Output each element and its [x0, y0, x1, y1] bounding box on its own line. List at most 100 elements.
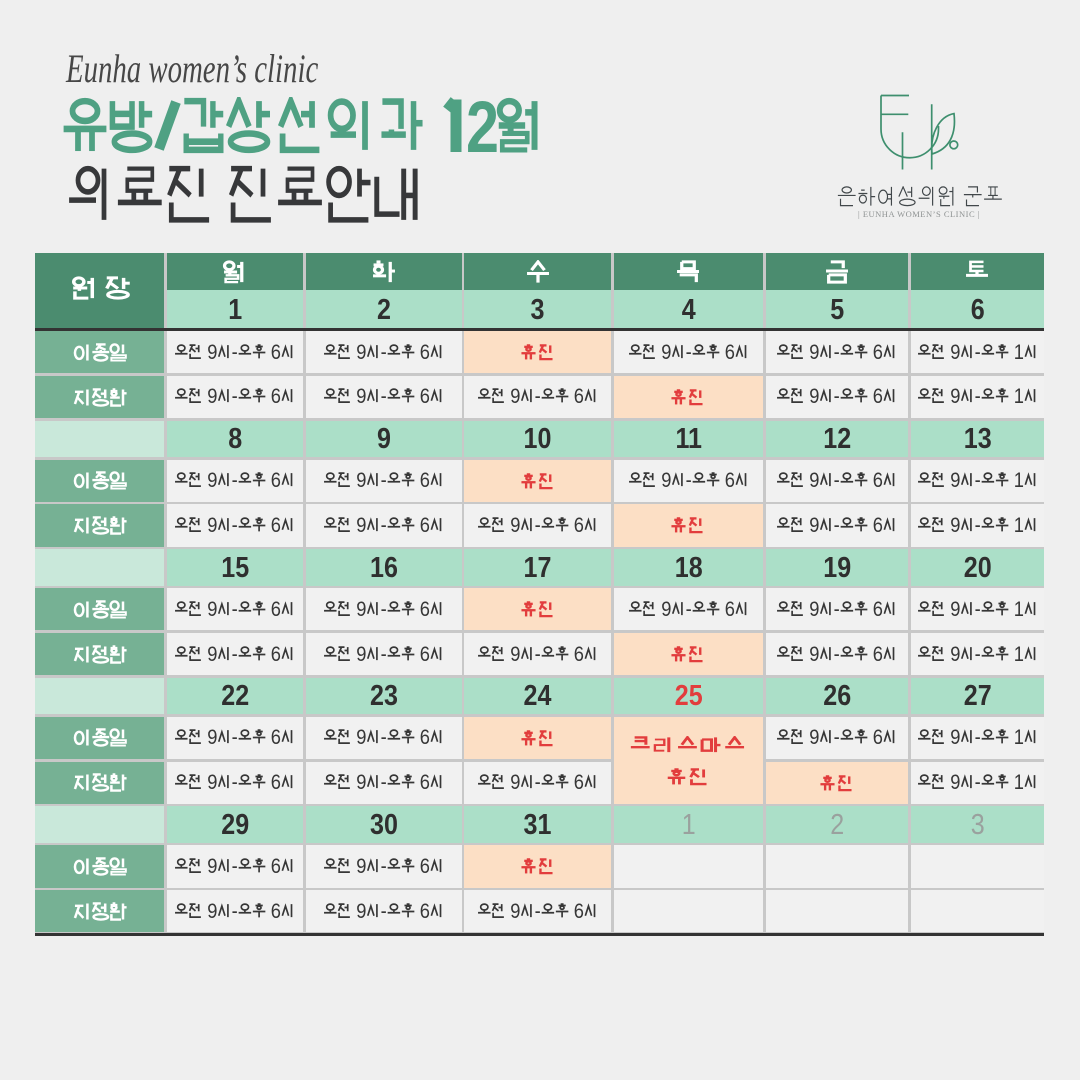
svg-text:9: 9 [207, 597, 217, 621]
svg-text:6: 6 [420, 770, 430, 794]
svg-text:9: 9 [950, 385, 960, 409]
svg-text:6: 6 [271, 597, 281, 621]
svg-text:-: - [380, 642, 386, 666]
svg-text:9: 9 [207, 513, 217, 537]
svg-text:-: - [232, 899, 238, 923]
svg-text:6: 6 [420, 899, 430, 923]
svg-text:9: 9 [809, 725, 819, 749]
svg-text:-: - [685, 597, 691, 621]
svg-text:9: 9 [356, 385, 366, 409]
svg-text:6: 6 [271, 385, 281, 409]
svg-text:9: 9 [207, 725, 217, 749]
svg-text:-: - [974, 725, 980, 749]
svg-text:-: - [380, 597, 386, 621]
svg-text:-: - [834, 340, 840, 364]
svg-text:1: 1 [1013, 770, 1023, 794]
svg-text:-: - [974, 340, 980, 364]
svg-text:-: - [232, 513, 238, 537]
svg-text:-: - [380, 770, 386, 794]
svg-text:9: 9 [207, 770, 217, 794]
svg-text:9: 9 [207, 899, 217, 923]
svg-text:6: 6 [420, 725, 430, 749]
svg-text:9: 9 [207, 468, 217, 492]
svg-text:9: 9 [809, 468, 819, 492]
svg-text:-: - [834, 513, 840, 537]
svg-text:-: - [232, 770, 238, 794]
svg-text:-: - [974, 385, 980, 409]
svg-text:1: 1 [1013, 385, 1023, 409]
svg-text:-: - [380, 385, 386, 409]
svg-text:6: 6 [420, 468, 430, 492]
svg-text:-: - [232, 385, 238, 409]
svg-text:-: - [232, 642, 238, 666]
svg-text:6: 6 [873, 725, 883, 749]
svg-text:9: 9 [356, 725, 366, 749]
svg-text:6: 6 [420, 597, 430, 621]
svg-text:6: 6 [420, 513, 430, 537]
svg-text:9: 9 [356, 770, 366, 794]
svg-text:-: - [685, 468, 691, 492]
svg-text:-: - [834, 725, 840, 749]
svg-text:-: - [534, 899, 540, 923]
svg-text:6: 6 [873, 468, 883, 492]
svg-text:-: - [834, 385, 840, 409]
svg-text:6: 6 [271, 642, 281, 666]
svg-text:6: 6 [420, 385, 430, 409]
svg-text:-: - [974, 513, 980, 537]
svg-text:1: 1 [1013, 597, 1023, 621]
svg-text:-: - [380, 725, 386, 749]
svg-text:6: 6 [420, 642, 430, 666]
svg-text:6: 6 [873, 385, 883, 409]
svg-text:-: - [380, 340, 386, 364]
svg-text:-: - [232, 725, 238, 749]
svg-text:9: 9 [950, 340, 960, 364]
svg-text:1: 1 [1013, 725, 1023, 749]
svg-text:9: 9 [661, 468, 671, 492]
svg-text:1: 1 [1013, 513, 1023, 537]
svg-text:-: - [232, 597, 238, 621]
svg-text:9: 9 [510, 385, 520, 409]
svg-text:-: - [534, 642, 540, 666]
svg-text:9: 9 [510, 513, 520, 537]
svg-text:9: 9 [809, 385, 819, 409]
svg-text:6: 6 [724, 468, 734, 492]
svg-text:9: 9 [207, 340, 217, 364]
svg-text:-: - [974, 642, 980, 666]
svg-text:-: - [685, 340, 691, 364]
svg-text:1: 1 [1013, 642, 1023, 666]
svg-text:1: 1 [1013, 340, 1023, 364]
svg-text:9: 9 [950, 468, 960, 492]
svg-text:-: - [534, 513, 540, 537]
svg-text:9: 9 [950, 770, 960, 794]
svg-text:9: 9 [661, 597, 671, 621]
svg-text:6: 6 [271, 513, 281, 537]
svg-text:-: - [974, 770, 980, 794]
svg-text:9: 9 [809, 642, 819, 666]
svg-text:9: 9 [356, 340, 366, 364]
svg-text:-: - [380, 513, 386, 537]
svg-text:6: 6 [574, 385, 584, 409]
svg-text:9: 9 [356, 854, 366, 878]
svg-text:9: 9 [207, 385, 217, 409]
svg-text:9: 9 [207, 854, 217, 878]
svg-text:9: 9 [356, 642, 366, 666]
svg-text:6: 6 [574, 642, 584, 666]
svg-text:6: 6 [271, 899, 281, 923]
svg-text:-: - [380, 468, 386, 492]
svg-text:6: 6 [873, 513, 883, 537]
svg-text:-: - [232, 854, 238, 878]
svg-text:9: 9 [809, 513, 819, 537]
svg-text:6: 6 [873, 340, 883, 364]
svg-text:9: 9 [950, 597, 960, 621]
svg-text:9: 9 [207, 642, 217, 666]
svg-text:-: - [834, 642, 840, 666]
svg-text:6: 6 [574, 899, 584, 923]
svg-text:6: 6 [271, 854, 281, 878]
svg-text:6: 6 [271, 468, 281, 492]
svg-text:-: - [834, 597, 840, 621]
svg-text:9: 9 [510, 642, 520, 666]
svg-text:-: - [534, 385, 540, 409]
svg-text:9: 9 [356, 597, 366, 621]
svg-text:9: 9 [950, 513, 960, 537]
svg-text:1: 1 [1013, 468, 1023, 492]
